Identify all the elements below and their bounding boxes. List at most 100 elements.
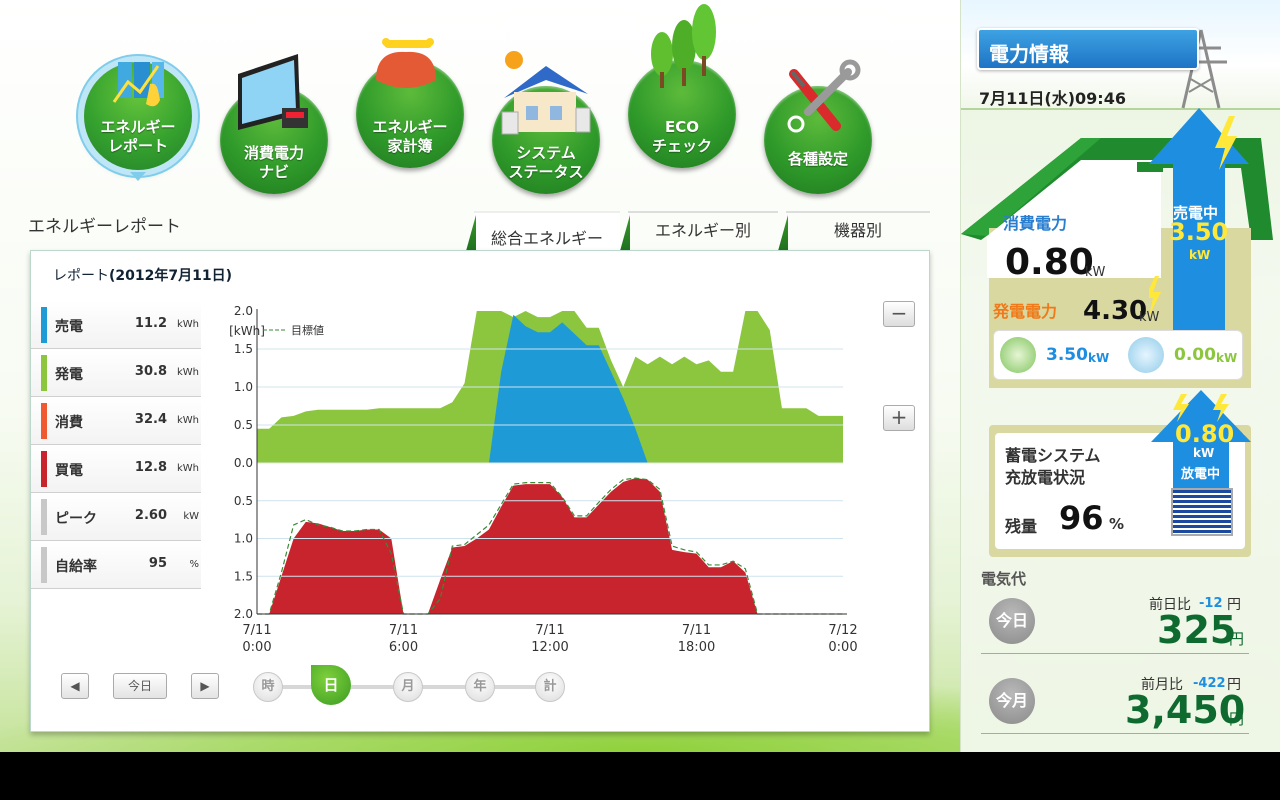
power-info-panel: 電力情報 7月11日(水)09:46 消費電力 0.80 kW 発電電力 4.3…	[960, 0, 1280, 752]
battery-title: 蓄電システム 充放電状況	[1005, 446, 1101, 487]
summary-name: 売電	[55, 319, 83, 335]
monitor-icon	[238, 54, 308, 130]
period-2-button[interactable]: 月	[393, 672, 423, 702]
summary-row: 発電 30.8 kWh	[31, 349, 201, 397]
summary-color-bar	[41, 499, 47, 535]
bill-month-badge: 今月	[989, 678, 1035, 724]
buildings-icon	[112, 62, 164, 107]
consumption-value: 0.80	[1005, 242, 1094, 283]
summary-color-bar	[41, 403, 47, 439]
generation-value: 4.30	[1083, 296, 1148, 326]
x-tick-label-time: 0:00	[828, 640, 857, 655]
y-tick-label: 0.5	[234, 494, 253, 508]
x-tick-label-date: 7/11	[389, 623, 418, 638]
period-3-button[interactable]: 年	[465, 672, 495, 702]
bill-month-diff-label: 前月比	[1141, 677, 1183, 693]
outlet-device-icon	[1128, 337, 1164, 373]
device2-unit: kW	[1216, 351, 1238, 365]
zoom-out-button[interactable]: −	[883, 301, 915, 327]
bill-title: 電気代	[981, 570, 1027, 588]
home-device-icon	[1000, 337, 1036, 373]
system-bar	[0, 752, 1280, 800]
energy-chart: 2.0 1.5 1.0 0.5 0.0 0.5 1.0 1.5 2.0 [kWh] 目標値 7/11 0…	[229, 304, 858, 655]
battery-remaining-value: 96	[1059, 499, 1104, 537]
bill-today-value: 325	[1157, 608, 1237, 652]
bill-month-diff-value: -422	[1193, 676, 1226, 691]
bill-today-diff-value: -12	[1199, 596, 1223, 611]
y-tick-label: 2.0	[234, 304, 253, 318]
summary-value: 11.2	[134, 316, 167, 331]
summary-value: 2.60	[134, 508, 167, 523]
device-readings: 3.50 kW 0.00 kW	[993, 330, 1243, 380]
summary-color-bar	[41, 547, 47, 583]
y-tick-label: 2.0	[234, 607, 253, 621]
battery-flow-value: 0.80	[1175, 420, 1235, 448]
nav-household-account-button[interactable]: エネルギー 家計簿	[356, 38, 464, 168]
power-info-title: 電力情報	[989, 42, 1069, 66]
bill-today-diff-label: 前日比	[1149, 597, 1191, 613]
summary-name: 買電	[55, 463, 83, 479]
power-info-header: 電力情報 7月11日(水)09:46	[961, 0, 1280, 110]
device1-unit: kW	[1088, 351, 1110, 365]
summary-color-bar	[41, 451, 47, 487]
y-tick-label: 1.5	[234, 342, 253, 356]
nav-eco-check-button[interactable]: ECO チェック	[628, 4, 736, 168]
selling-unit: kW	[1189, 248, 1211, 262]
nav-household-account-label: エネルギー 家計簿	[372, 118, 448, 155]
report-title: レポート(2012年7月11日)	[53, 265, 232, 285]
x-tick-label-time: 6:00	[389, 640, 418, 655]
battery-remaining-unit: %	[1109, 515, 1125, 533]
nav-active-pointer	[130, 172, 146, 181]
purse-icon	[376, 38, 436, 88]
tab-total-energy-label: 総合エネルギー	[490, 229, 603, 248]
summary-table: 売電 11.2 kWh 発電 30.8 kWh 消費 32.4 kWh 買電 12.8 kWh ピーク 2…	[31, 301, 201, 589]
bill-today-unit: 円	[1229, 630, 1245, 648]
tab-by-energy[interactable]: エネルギー別	[628, 211, 778, 251]
nav-system-status-label: システム ステータス	[508, 144, 584, 181]
report-date: (2012年7月11日)	[109, 268, 232, 284]
bill-month-unit: 円	[1229, 710, 1245, 728]
consumption-label: 消費電力	[1003, 214, 1068, 233]
summary-row: ピーク 2.60 kW	[31, 493, 201, 541]
tools-icon	[787, 59, 861, 133]
nav-system-status-button[interactable]: システム ステータス	[492, 51, 600, 194]
next-day-button[interactable]: ▶	[191, 673, 219, 699]
bill-month-value: 3,450	[1125, 688, 1246, 732]
summary-row: 買電 12.8 kWh	[31, 445, 201, 493]
period-0-button[interactable]: 時	[253, 672, 283, 702]
summary-value: 95	[148, 556, 167, 571]
summary-unit: kWh	[176, 367, 199, 378]
nav-energy-report-button[interactable]: エネルギー レポート	[84, 62, 192, 170]
selling-arrow-icon	[1149, 108, 1249, 330]
y-tick-label: 1.0	[234, 380, 253, 394]
bill-today-diff-unit: 円	[1227, 597, 1241, 613]
summary-row: 自給率 95%	[31, 541, 201, 589]
period-1-button[interactable]: 日	[311, 665, 351, 705]
period-4-button[interactable]: 計	[535, 672, 565, 702]
tab-by-energy-label: エネルギー別	[654, 221, 751, 240]
discharge-arrow-icon	[1151, 390, 1251, 490]
y-tick-label: 1.0	[234, 532, 253, 546]
tab-by-device-label: 機器別	[833, 221, 882, 240]
summary-unit: kWh	[176, 319, 199, 330]
tab-by-device[interactable]: 機器別	[786, 211, 930, 251]
battery-flow-label: 放電中	[1181, 467, 1221, 482]
summary-row: 売電 11.2 kWh	[31, 301, 201, 349]
nav-consumption-navi-label: 消費電力 ナビ	[243, 144, 304, 181]
x-tick-label-time: 18:00	[678, 640, 715, 655]
consumption-unit: kW	[1085, 265, 1106, 280]
device2-value: 0.00	[1174, 345, 1216, 365]
legend-target-label: 目標値	[291, 323, 324, 337]
today-button[interactable]: 今日	[113, 673, 167, 699]
nav-settings-button[interactable]: 各種設定	[764, 59, 872, 194]
y-axis-label: [kWh]	[229, 324, 265, 338]
nav-consumption-navi-button[interactable]: 消費電力 ナビ	[220, 54, 328, 194]
house-solar-icon	[501, 51, 591, 135]
trees-icon	[651, 4, 716, 88]
prev-day-button[interactable]: ◀	[61, 673, 89, 699]
summary-name: ピーク	[55, 511, 97, 527]
summary-unit: %	[189, 559, 199, 570]
x-tick-label-date: 7/11	[535, 623, 564, 638]
zoom-in-button[interactable]: +	[883, 405, 915, 431]
power-info-title-box: 電力情報	[977, 28, 1199, 70]
